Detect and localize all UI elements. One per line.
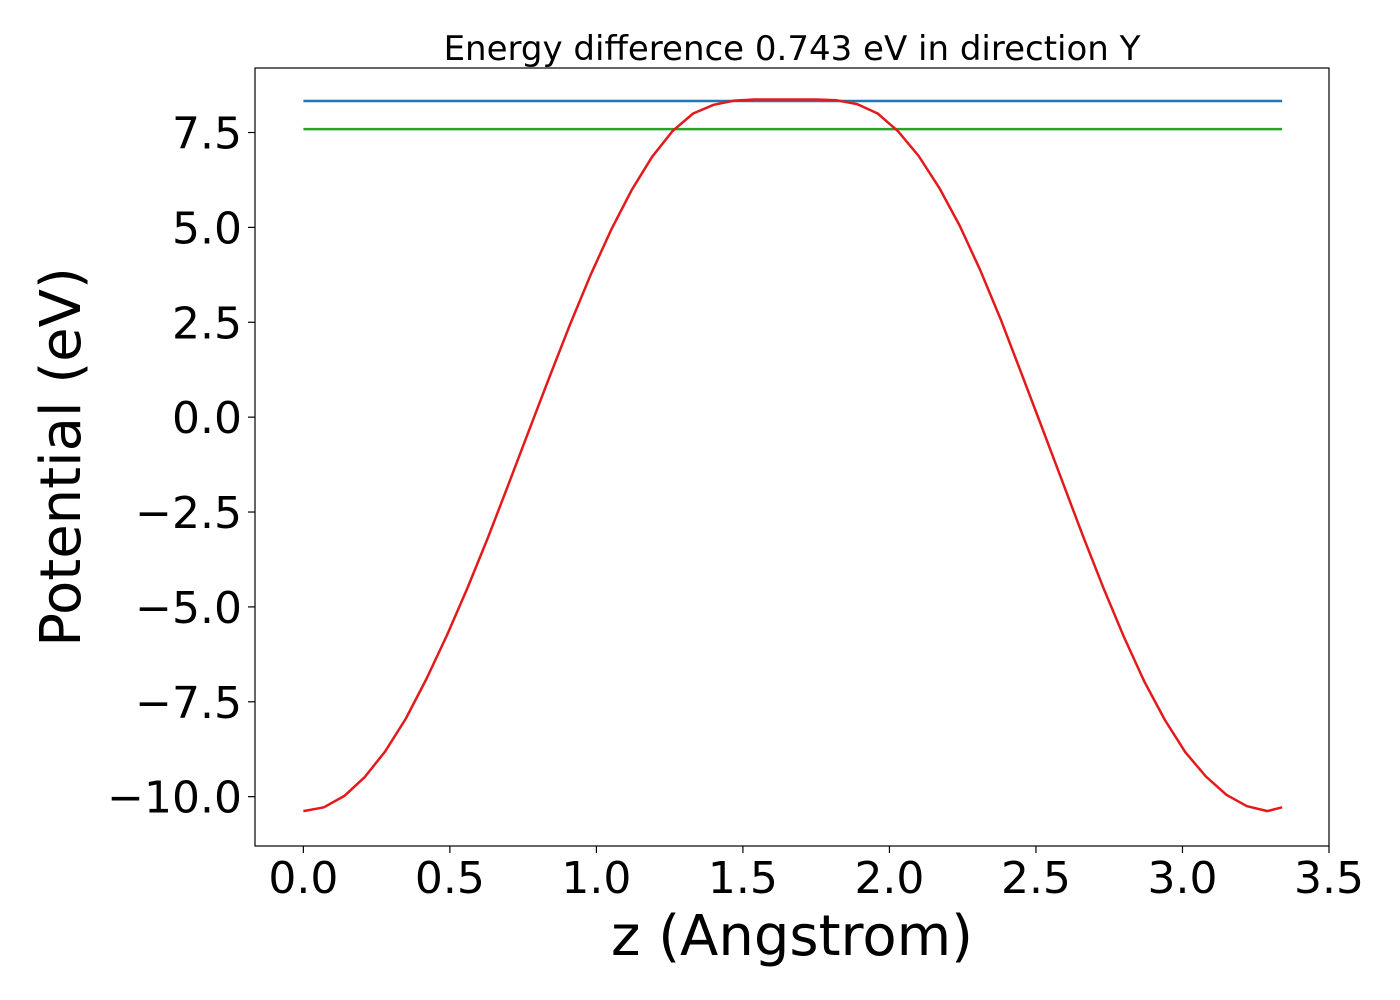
x-tick-label: 2.0: [854, 853, 924, 904]
x-tick-label: 0.0: [268, 853, 338, 904]
y-tick-label: 2.5: [172, 298, 242, 349]
y-axis: 7.5 5.0 2.5 0.0 −2.5 −5.0 −7.5 −10.0: [107, 109, 255, 824]
y-tick-label: −2.5: [135, 488, 242, 539]
y-tick-label: 5.0: [172, 203, 242, 254]
series-line-2: [303, 98, 1283, 813]
plot-frame: [254, 67, 1330, 847]
series-layer: [303, 98, 1283, 813]
x-tick-label: 2.5: [1001, 853, 1071, 904]
x-tick-label: 1.5: [708, 853, 778, 904]
x-axis: 0.0 0.5 1.0 1.5 2.0 2.5 3.0 3.5: [268, 846, 1364, 904]
y-tick-label: −10.0: [107, 773, 242, 824]
x-tick-label: 3.0: [1147, 853, 1217, 904]
chart-title: Energy difference 0.743 eV in direction …: [444, 29, 1141, 69]
y-tick-label: 7.5: [172, 109, 242, 160]
x-tick-label: 3.5: [1294, 853, 1364, 904]
x-axis-title: z (Angstrom): [611, 904, 973, 969]
x-tick-label: 0.5: [415, 853, 485, 904]
y-tick-label: −7.5: [135, 678, 242, 729]
y-tick-label: 0.0: [172, 393, 242, 444]
x-tick-label: 1.0: [561, 853, 631, 904]
y-axis-title: Potential (eV): [29, 267, 94, 647]
y-tick-label: −5.0: [135, 583, 242, 634]
